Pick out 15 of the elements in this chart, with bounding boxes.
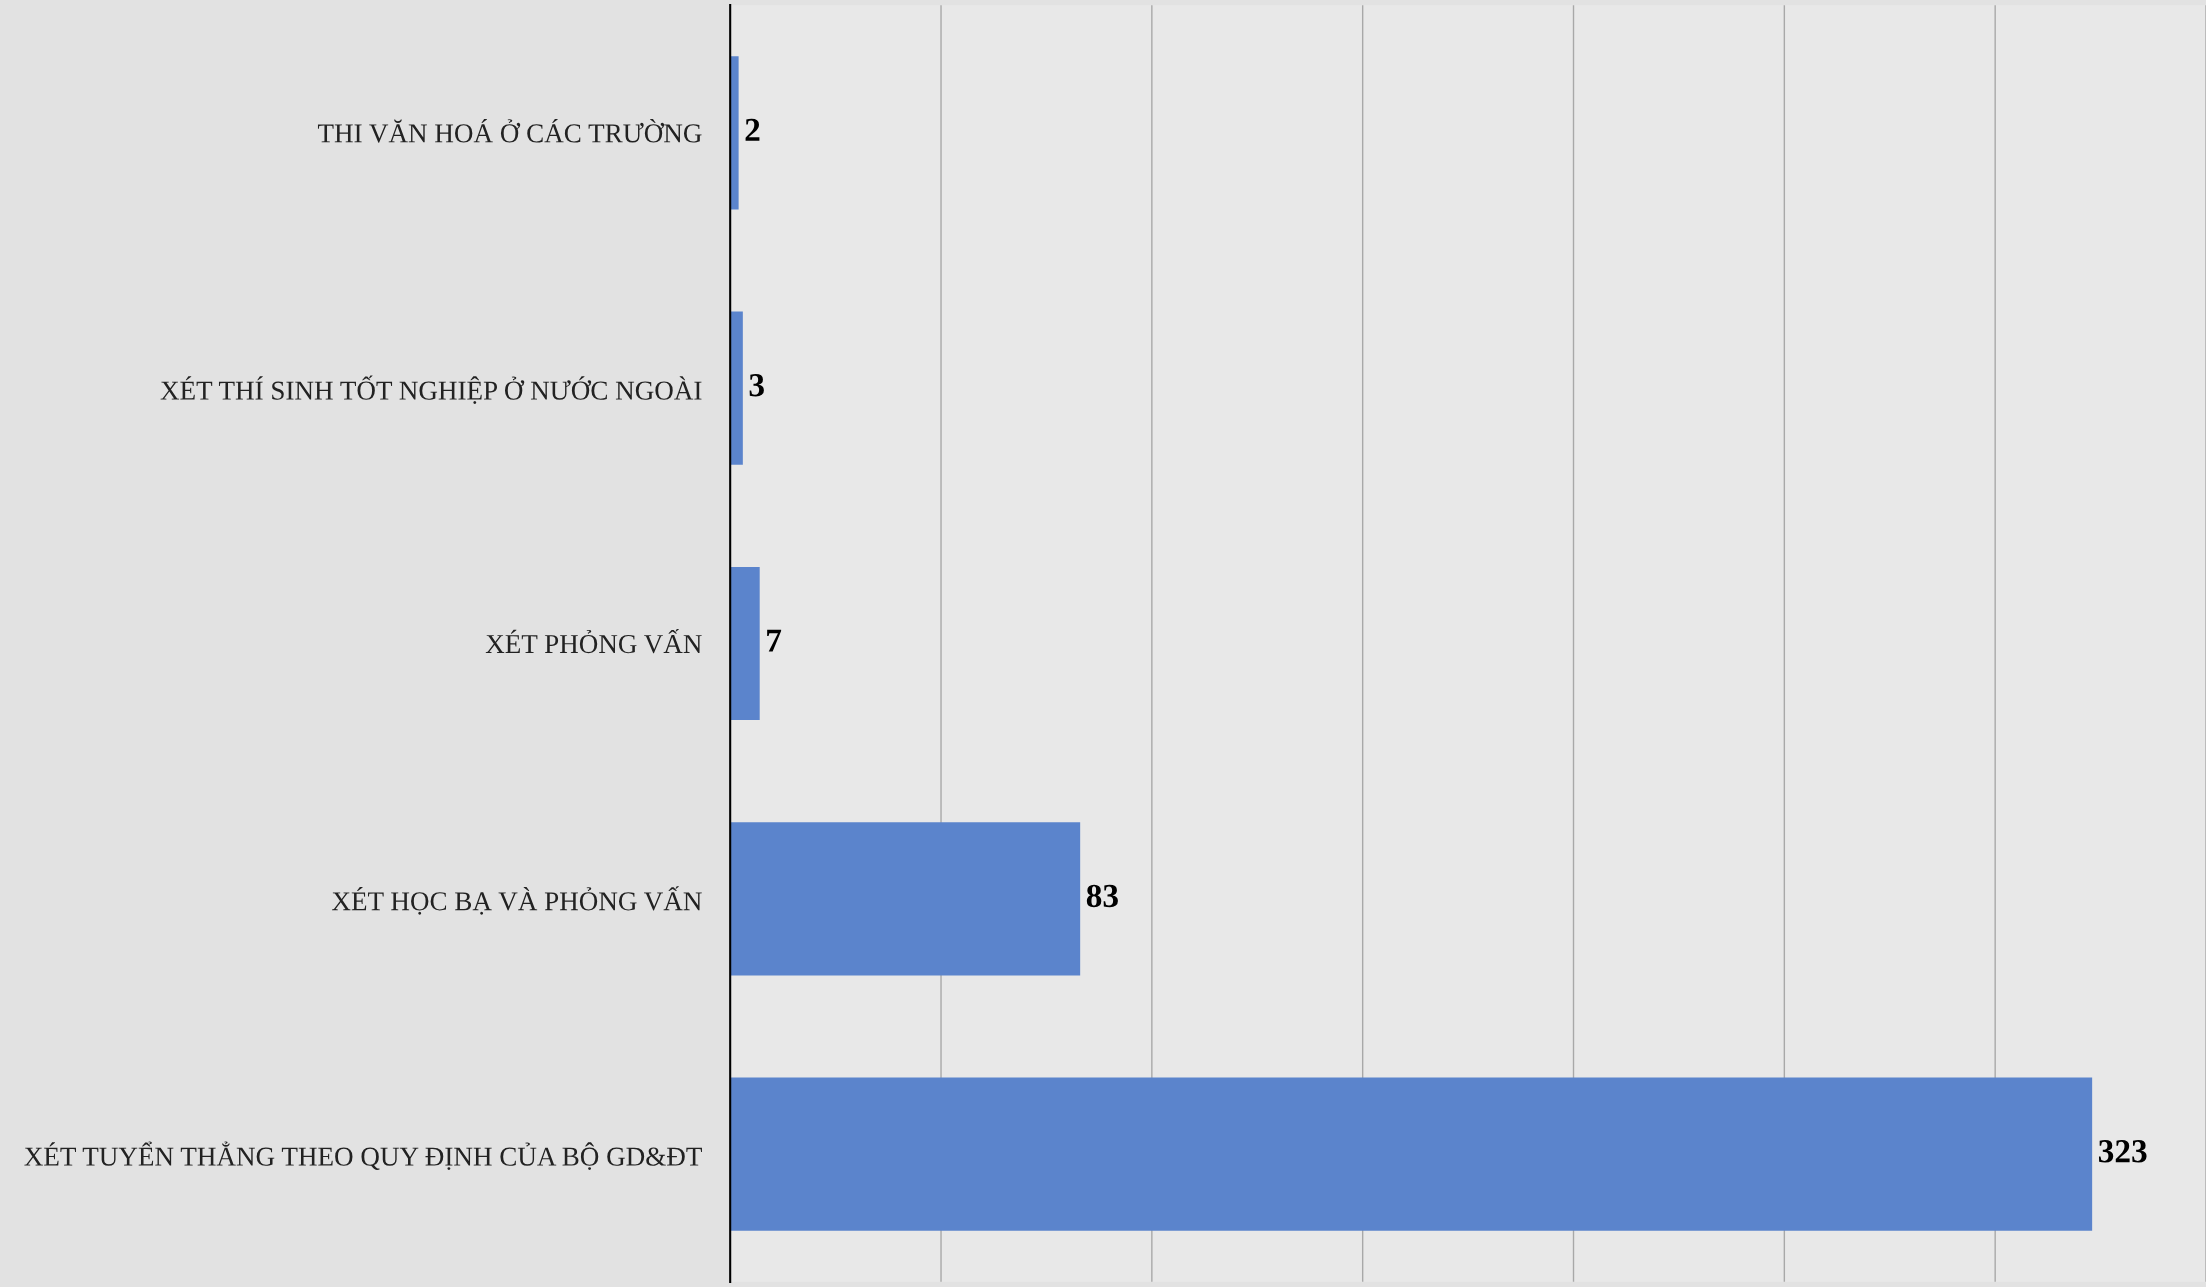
data-label: 7 — [767, 629, 782, 652]
y-tick-label: THI VĂN HOÁ Ở CÁC TRƯỜNG — [317, 119, 702, 143]
data-label: 3 — [749, 374, 764, 397]
bar — [730, 566, 760, 721]
bar — [730, 311, 743, 465]
bar — [730, 822, 1081, 976]
data-label: 83 — [1086, 884, 1118, 908]
y-tick-label: XÉT HỌC BẠ VÀ PHỎNG VẤN — [332, 886, 702, 915]
y-tick-label: XÉT THÍ SINH TỐT NGHIỆP Ở NƯỚC NGOÀI — [160, 375, 702, 404]
bar — [730, 1077, 2093, 1231]
y-tick-label: XÉT PHỎNG VẤN — [485, 628, 702, 654]
data-label: 323 — [2098, 1140, 2147, 1163]
bar — [730, 56, 739, 210]
y-tick-label: XÉT TUYỂN THẲNG THEO QUY ĐỊNH CỦA BỘ GD&ĐT — [24, 1141, 702, 1170]
data-label: 2 — [745, 118, 760, 141]
